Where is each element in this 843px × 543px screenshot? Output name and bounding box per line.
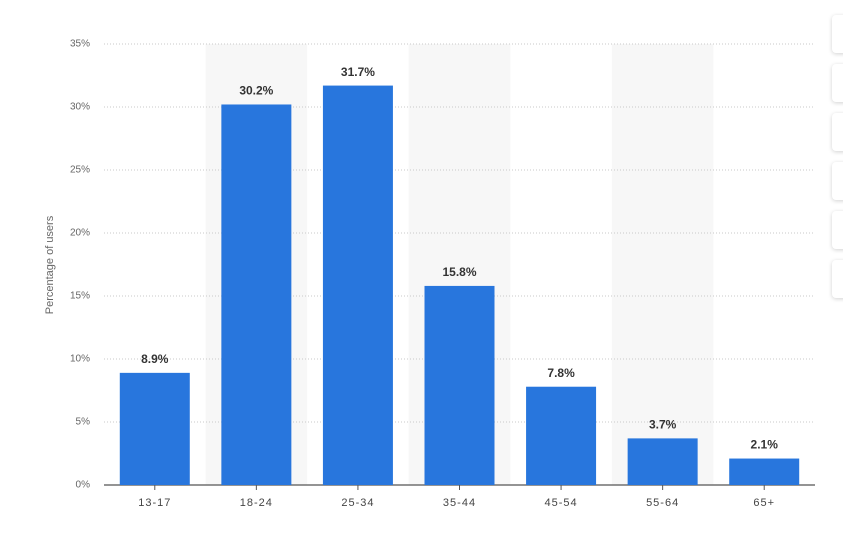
toolbar-button[interactable] (832, 211, 843, 249)
y-tick-label: 5% (76, 417, 91, 428)
value-label: 31.7% (341, 65, 375, 79)
value-label: 3.7% (649, 418, 677, 432)
y-tick-label: 10% (70, 354, 90, 365)
value-label: 8.9% (141, 352, 169, 366)
toolbar-button[interactable] (832, 162, 843, 200)
bar (526, 386, 597, 485)
y-tick-label: 30% (70, 102, 90, 113)
toolbar-button[interactable] (832, 15, 843, 53)
x-tick-label: 55-64 (646, 497, 679, 509)
bar (221, 104, 292, 485)
y-tick-label: 20% (70, 228, 90, 239)
y-tick-label: 15% (70, 291, 90, 302)
x-tick-label: 45-54 (545, 497, 578, 509)
value-label: 30.2% (239, 84, 273, 98)
value-label: 15.8% (442, 265, 476, 279)
y-tick-label: 35% (70, 39, 90, 50)
x-tick-label: 25-34 (341, 497, 374, 509)
toolbar-button[interactable] (832, 113, 843, 151)
x-tick-label: 65+ (753, 497, 775, 509)
x-tick-label: 13-17 (138, 497, 171, 509)
toolbar-button[interactable] (832, 64, 843, 102)
bar (729, 458, 800, 485)
value-label: 2.1% (751, 438, 779, 452)
bar (322, 85, 393, 485)
toolbar-button[interactable] (832, 260, 843, 298)
column-shade (611, 44, 714, 485)
x-tick-label: 35-44 (443, 497, 476, 509)
y-tick-label: 0% (76, 480, 91, 491)
bar (424, 285, 495, 485)
y-tick-label: 25% (70, 165, 90, 176)
bar (119, 372, 190, 485)
x-tick-label: 18-24 (240, 497, 273, 509)
bar (627, 438, 698, 485)
value-label: 7.8% (547, 366, 575, 380)
y-axis-label: Percentage of users (44, 215, 56, 314)
